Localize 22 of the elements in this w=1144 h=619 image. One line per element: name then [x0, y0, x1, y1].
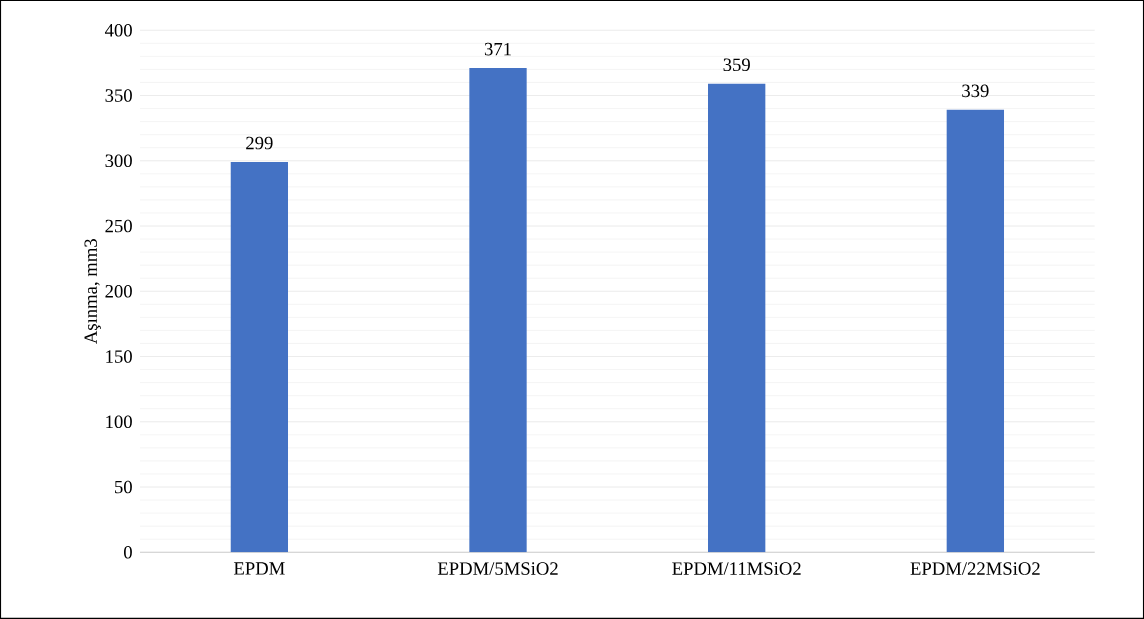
data-label: 359 — [723, 58, 750, 72]
bar — [708, 83, 766, 553]
y-tick-label: 0 — [124, 546, 132, 559]
y-tick-label: 200 — [105, 284, 132, 298]
y-tick-label: 250 — [105, 219, 132, 233]
y-tick-label: 50 — [115, 480, 132, 494]
y-tick-label: 100 — [106, 415, 132, 429]
y-axis-title: Aşınma, mm3 — [84, 239, 101, 344]
bar — [946, 109, 1005, 553]
x-tick-label: EPDM — [233, 562, 285, 575]
x-tick-label: EPDM/11MSiO2 — [672, 562, 801, 575]
x-tick-label: EPDM/22MSiO2 — [910, 562, 1040, 575]
y-tick-label: 300 — [105, 154, 132, 168]
y-tick-label: 150 — [106, 350, 132, 363]
data-label: 299 — [246, 136, 273, 150]
y-tick-label: 350 — [105, 89, 132, 102]
data-label: 371 — [484, 42, 511, 56]
bar — [469, 68, 527, 553]
y-tick-label: 400 — [104, 23, 132, 37]
bar — [230, 162, 289, 553]
data-label: 339 — [962, 84, 989, 98]
x-tick-label: EPDM/5MSiO2 — [437, 562, 558, 575]
